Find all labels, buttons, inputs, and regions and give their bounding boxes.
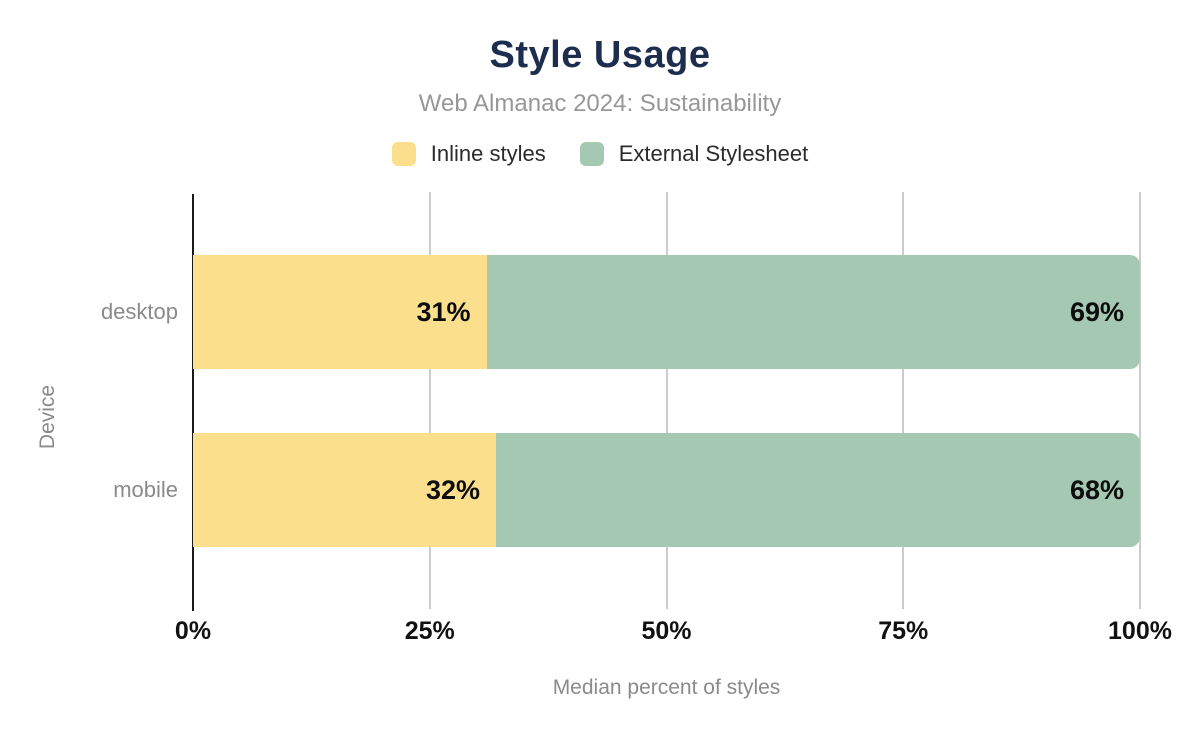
chart-title: Style Usage bbox=[489, 34, 711, 76]
category-label-mobile: mobile bbox=[113, 477, 178, 502]
plot-area: 0% 25% 50% 75% 100% 31% 69% 32% 68% bbox=[175, 192, 1172, 645]
x-tick-label-75: 75% bbox=[878, 617, 929, 645]
x-axis-title: Median percent of styles bbox=[552, 676, 781, 699]
category-label-desktop: desktop bbox=[100, 299, 178, 324]
legend-swatch-icon bbox=[579, 142, 604, 166]
bar-segment-mobile-external-stylesheet[interactable]: 68% bbox=[496, 433, 1140, 547]
x-tick-label-25: 25% bbox=[404, 617, 455, 645]
x-tick-label-0: 0% bbox=[174, 617, 212, 645]
gridline-100 bbox=[1139, 192, 1141, 609]
legend-label: Inline styles bbox=[430, 141, 546, 166]
bar-segment-desktop-external-stylesheet[interactable]: 69% bbox=[486, 255, 1140, 369]
bar-value-label: 32% bbox=[425, 474, 481, 505]
legend: Inline styles External Stylesheet bbox=[0, 141, 1200, 167]
x-tick-label-50: 50% bbox=[641, 617, 692, 645]
gridline-25 bbox=[428, 192, 431, 609]
bar-segment-desktop-inline-styles[interactable]: 31% bbox=[193, 255, 487, 369]
legend-item-external-stylesheet: External Stylesheet bbox=[579, 141, 809, 167]
bar-value-label: 68% bbox=[1069, 474, 1124, 505]
bar-segment-mobile-inline-styles[interactable]: 32% bbox=[193, 433, 497, 547]
bar-desktop: 31% 69% bbox=[193, 255, 1140, 369]
bar-value-label: 69% bbox=[1069, 296, 1124, 327]
gridline-75 bbox=[902, 192, 905, 609]
legend-item-inline-styles: Inline styles bbox=[391, 141, 546, 167]
bar-mobile: 32% 68% bbox=[193, 433, 1140, 547]
x-tick-label-100: 100% bbox=[1108, 617, 1172, 645]
y-axis-title: Device bbox=[36, 384, 59, 450]
legend-swatch-icon bbox=[391, 142, 416, 166]
gridline-50 bbox=[665, 192, 668, 609]
legend-label: External Stylesheet bbox=[618, 141, 809, 166]
y-axis-line bbox=[192, 194, 194, 611]
chart-subtitle: Web Almanac 2024: Sustainability bbox=[418, 90, 782, 117]
bar-value-label: 31% bbox=[416, 296, 471, 327]
